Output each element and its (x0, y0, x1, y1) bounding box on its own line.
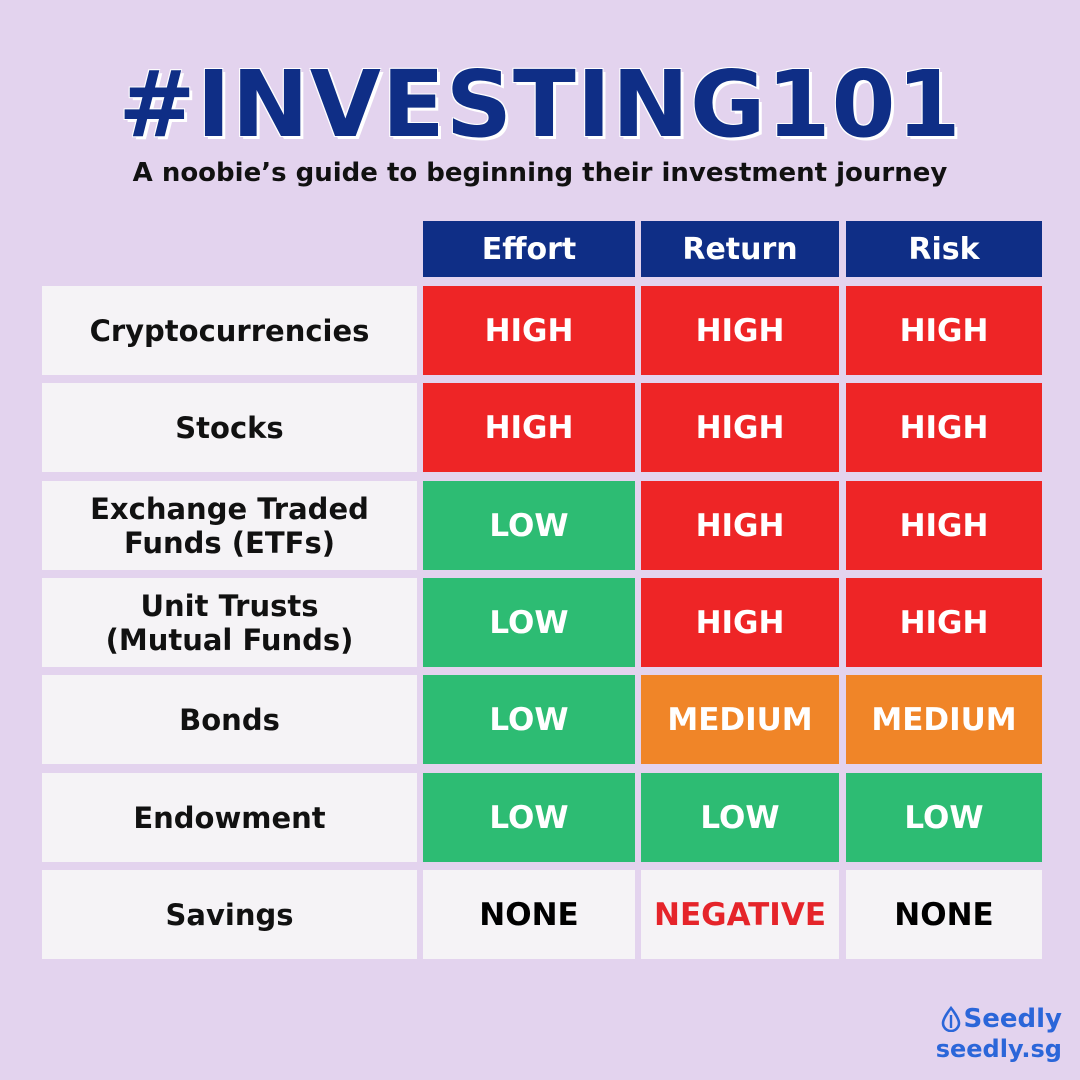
rating-cell: MEDIUM (641, 675, 839, 764)
page-subtitle: A noobie’s guide to beginning their inve… (132, 158, 948, 188)
water-drop-icon (941, 1006, 960, 1032)
page-title: #INVESTING101 (118, 51, 962, 158)
rating-cell: MEDIUM (846, 675, 1042, 764)
brand-url: seedly.sg (935, 1035, 1062, 1063)
column-header-risk: Risk (846, 221, 1042, 277)
column-header-effort: Effort (423, 221, 635, 277)
rating-cell: LOW (641, 773, 839, 862)
row-label: Stocks (42, 383, 417, 472)
row-label: Exchange Traded Funds (ETFs) (42, 481, 417, 570)
row-label: Savings (42, 870, 417, 959)
brand-logo: Seedly seedly.sg (936, 1004, 1062, 1064)
rating-cell: HIGH (641, 481, 839, 570)
rating-cell: NEGATIVE (641, 870, 839, 959)
rating-cell: HIGH (423, 383, 635, 472)
row-label: Bonds (42, 675, 417, 764)
rating-cell: HIGH (846, 481, 1042, 570)
rating-cell: LOW (423, 675, 635, 764)
rating-cell: HIGH (641, 383, 839, 472)
brand-name-row: Seedly (936, 1004, 1062, 1034)
rating-cell: LOW (423, 578, 635, 667)
row-label: Unit Trusts (Mutual Funds) (42, 578, 417, 667)
row-label: Endowment (42, 773, 417, 862)
rating-cell: HIGH (846, 286, 1042, 375)
rating-cell: LOW (846, 773, 1042, 862)
column-header-return: Return (641, 221, 839, 277)
rating-cell: HIGH (641, 286, 839, 375)
rating-cell: HIGH (846, 383, 1042, 472)
rating-cell: LOW (423, 773, 635, 862)
rating-cell: HIGH (641, 578, 839, 667)
rating-cell: HIGH (846, 578, 1042, 667)
brand-name: Seedly (963, 1004, 1062, 1034)
rating-cell: LOW (423, 481, 635, 570)
rating-cell: NONE (846, 870, 1042, 959)
rating-cell: HIGH (423, 286, 635, 375)
rating-cell: NONE (423, 870, 635, 959)
row-label: Cryptocurrencies (42, 286, 417, 375)
